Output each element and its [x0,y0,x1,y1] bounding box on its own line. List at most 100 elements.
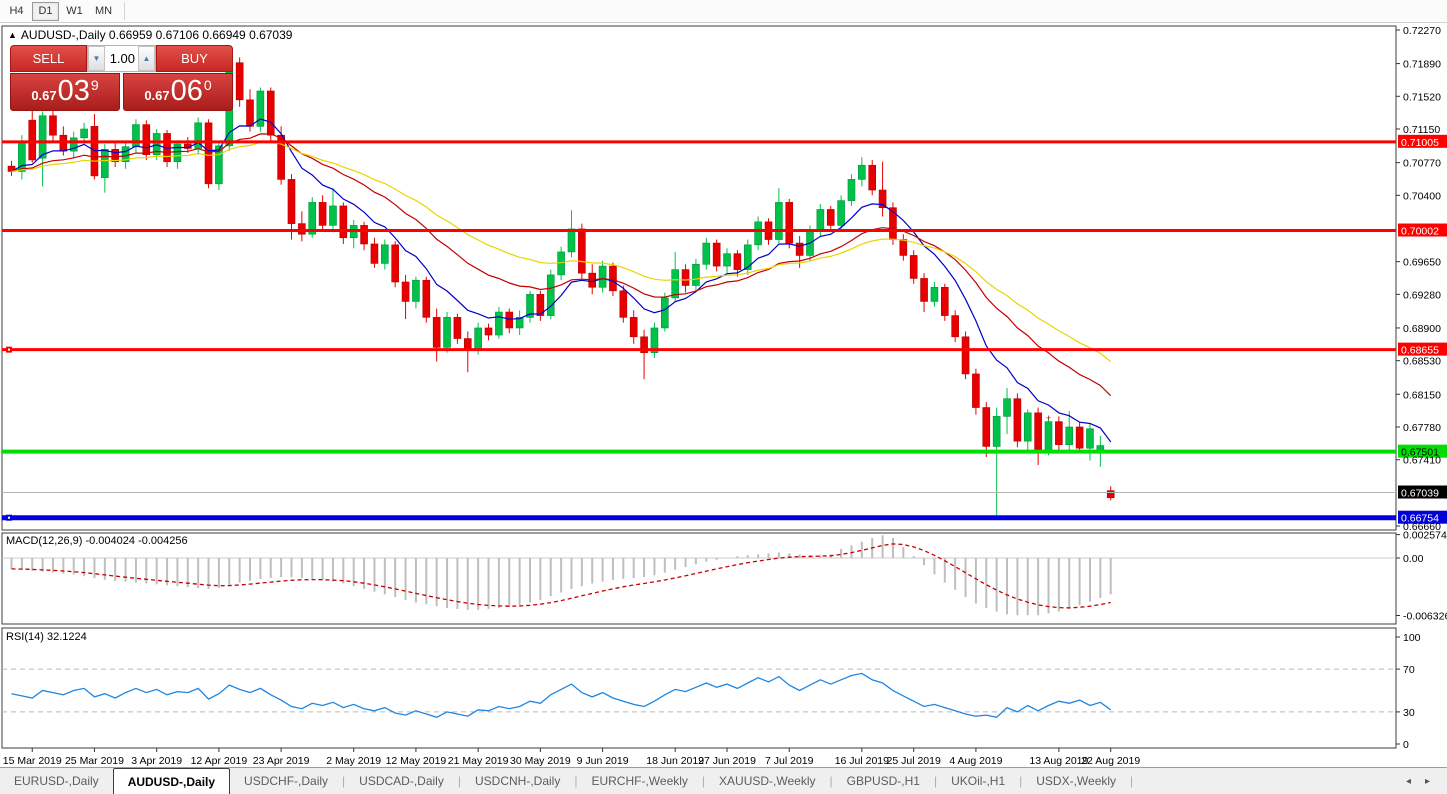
timeframe-button-h4[interactable]: H4 [3,2,30,21]
date-axis-label: 15 Mar 2019 [3,755,62,767]
price-axis-tick: 0.68530 [1403,356,1441,368]
volume-decrease-button[interactable]: ▼ [88,46,105,71]
moving-average-fast [11,118,1112,443]
collapse-triangle-icon[interactable]: ▲ [8,30,17,40]
one-click-trading-panel: SELL ▼ 1.00 ▲ BUY 0.67 03 9 0.67 06 [10,45,233,111]
svg-text:0.67501: 0.67501 [1401,447,1439,459]
date-axis-label: 23 Apr 2019 [253,755,310,767]
date-axis-label: 4 Aug 2019 [949,755,1002,767]
price-axis-tick: 0.72270 [1403,25,1441,37]
svg-text:0.66754: 0.66754 [1401,513,1439,525]
candlestick-series [7,47,1115,517]
price-axis-tick: 0.71520 [1403,91,1441,103]
cross-marker-icon[interactable]: + [1046,413,1051,423]
rsi-axis-tick: 30 [1403,707,1415,719]
current-price-label [1398,485,1447,499]
sell-price-prefix: 0.67 [31,88,57,103]
date-axis-label: 3 Apr 2019 [131,755,182,767]
tab-scroll-right-icon[interactable]: ▸ [1424,775,1430,787]
price-level-label [1398,342,1447,356]
price-axis-tick: 0.71890 [1403,59,1441,71]
moving-average-slow [11,141,1112,363]
price-axis-tick: 0.67780 [1403,422,1441,434]
price-axis-tick: 0.67410 [1403,455,1441,467]
date-axis-label: 18 Jun 2019 [646,755,704,767]
macd-indicator-label: MACD(12,26,9) -0.004024 -0.004256 [6,535,188,547]
tab-divider: | [829,774,833,788]
date-axis-label: 22 Aug 2019 [1081,755,1140,767]
date-axis-label: 12 Apr 2019 [191,755,248,767]
volume-increase-button[interactable]: ▲ [138,46,155,71]
tab-divider: | [1130,774,1134,788]
chart-tab-usdx-weekly[interactable]: USDX-,Weekly [1036,774,1117,788]
rsi-line [11,672,1112,719]
price-axis-tick: 0.69280 [1403,289,1441,301]
buy-button[interactable]: BUY [156,45,233,72]
buy-price-panel[interactable]: 0.67 06 0 [123,73,233,111]
chart-tab-audusd-daily[interactable]: AUDUSD-,Daily [112,768,231,794]
svg-text:0.71005: 0.71005 [1401,137,1439,149]
rsi-axis-tick: 0 [1403,739,1409,751]
macd-signal-line [11,543,1111,609]
date-axis-label: 13 Aug 2019 [1029,755,1088,767]
date-axis-label: 16 Jul 2019 [835,755,889,767]
price-axis-tick: 0.66660 [1403,521,1441,533]
chart-title: ▲ AUDUSD-,Daily 0.66959 0.67106 0.66949 0… [8,28,292,42]
tab-divider: | [457,774,461,788]
date-axis-label: 21 May 2019 [448,755,509,767]
price-level-label [1398,223,1447,237]
sell-button[interactable]: SELL [10,45,87,72]
timeframe-button-d1[interactable]: D1 [32,1,59,21]
chart-tab-usdchf-daily[interactable]: USDCHF-,Daily [244,774,329,788]
buy-price-big-digits: 06 [170,75,203,107]
buy-price-pip-digit: 0 [203,77,212,93]
date-axis-label: 2 May 2019 [326,755,381,767]
svg-text:0.70002: 0.70002 [1401,226,1439,238]
chart-tab-usdcad-daily[interactable]: USDCAD-,Daily [359,774,444,788]
rsi-axis-tick: 70 [1403,664,1415,676]
price-axis-tick: 0.71150 [1403,124,1440,136]
cross-marker-icon[interactable]: + [579,229,584,239]
rsi-axis-tick: 100 [1403,632,1421,644]
chart-tab-eurusd-daily[interactable]: EURUSD-,Daily [14,774,99,788]
price-axis-tick: 0.68150 [1403,389,1441,401]
svg-text:0.67039: 0.67039 [1401,488,1439,500]
sell-price-panel[interactable]: 0.67 03 9 [10,73,120,111]
volume-input[interactable]: 1.00 [105,46,138,71]
moving-average-medium [11,133,1112,397]
date-axis-label: 25 Mar 2019 [65,755,124,767]
sell-price-big-digits: 03 [57,75,90,107]
chart-tab-eurchf-weekly[interactable]: EURCHF-,Weekly [591,774,688,788]
tab-scroll-left-icon[interactable]: ◂ [1405,775,1411,787]
date-axis-label: 9 Jun 2019 [577,755,629,767]
date-axis-label: 7 Jul 2019 [765,755,814,767]
date-axis-label: 12 May 2019 [386,755,447,767]
chart-canvas[interactable]: ++0.710050.700020.686550.675010.667540.6… [0,24,1447,767]
rsi-indicator-label: RSI(14) 32.1224 [6,631,87,643]
tab-divider: | [701,774,706,788]
timeframe-button-mn[interactable]: MN [90,2,117,21]
macd-axis-tick: 0.002574 [1403,530,1447,542]
price-level-label [1398,444,1447,458]
macd-axis-tick: 0.00 [1403,553,1424,565]
tab-divider: | [342,774,346,788]
price-axis-tick: 0.70770 [1403,158,1441,170]
price-axis-tick: 0.70400 [1403,190,1441,202]
chart-tab-ukoil-h1[interactable]: UKOil-,H1 [951,774,1006,788]
sell-price-pip-digit: 9 [90,77,99,93]
chart-tab-xauusd-weekly[interactable]: XAUUSD-,Weekly [719,774,816,788]
tab-divider: | [1019,774,1023,788]
chart-window[interactable]: ▲ AUDUSD-,Daily 0.66959 0.67106 0.66949 0… [0,24,1447,767]
chart-title-text: AUDUSD-,Daily 0.66959 0.67106 0.66949 0.… [20,28,293,42]
buy-price-prefix: 0.67 [144,88,170,103]
chart-tab-usdcnh-daily[interactable]: USDCNH-,Daily [474,774,561,788]
date-axis-label: 25 Jul 2019 [887,755,941,767]
macd-axis-tick: -0.006326 [1403,611,1447,623]
chart-tab-gbpusd-h1[interactable]: GBPUSD-,H1 [846,774,920,788]
price-axis-tick: 0.69650 [1403,257,1441,269]
timeframe-button-w1[interactable]: W1 [61,2,88,21]
chart-tab-bar: EURUSD-,Daily AUDUSD-,Daily USDCHF-,Daily |… [0,767,1447,794]
toolbar-separator [124,2,126,20]
price-level-label [1398,134,1447,148]
